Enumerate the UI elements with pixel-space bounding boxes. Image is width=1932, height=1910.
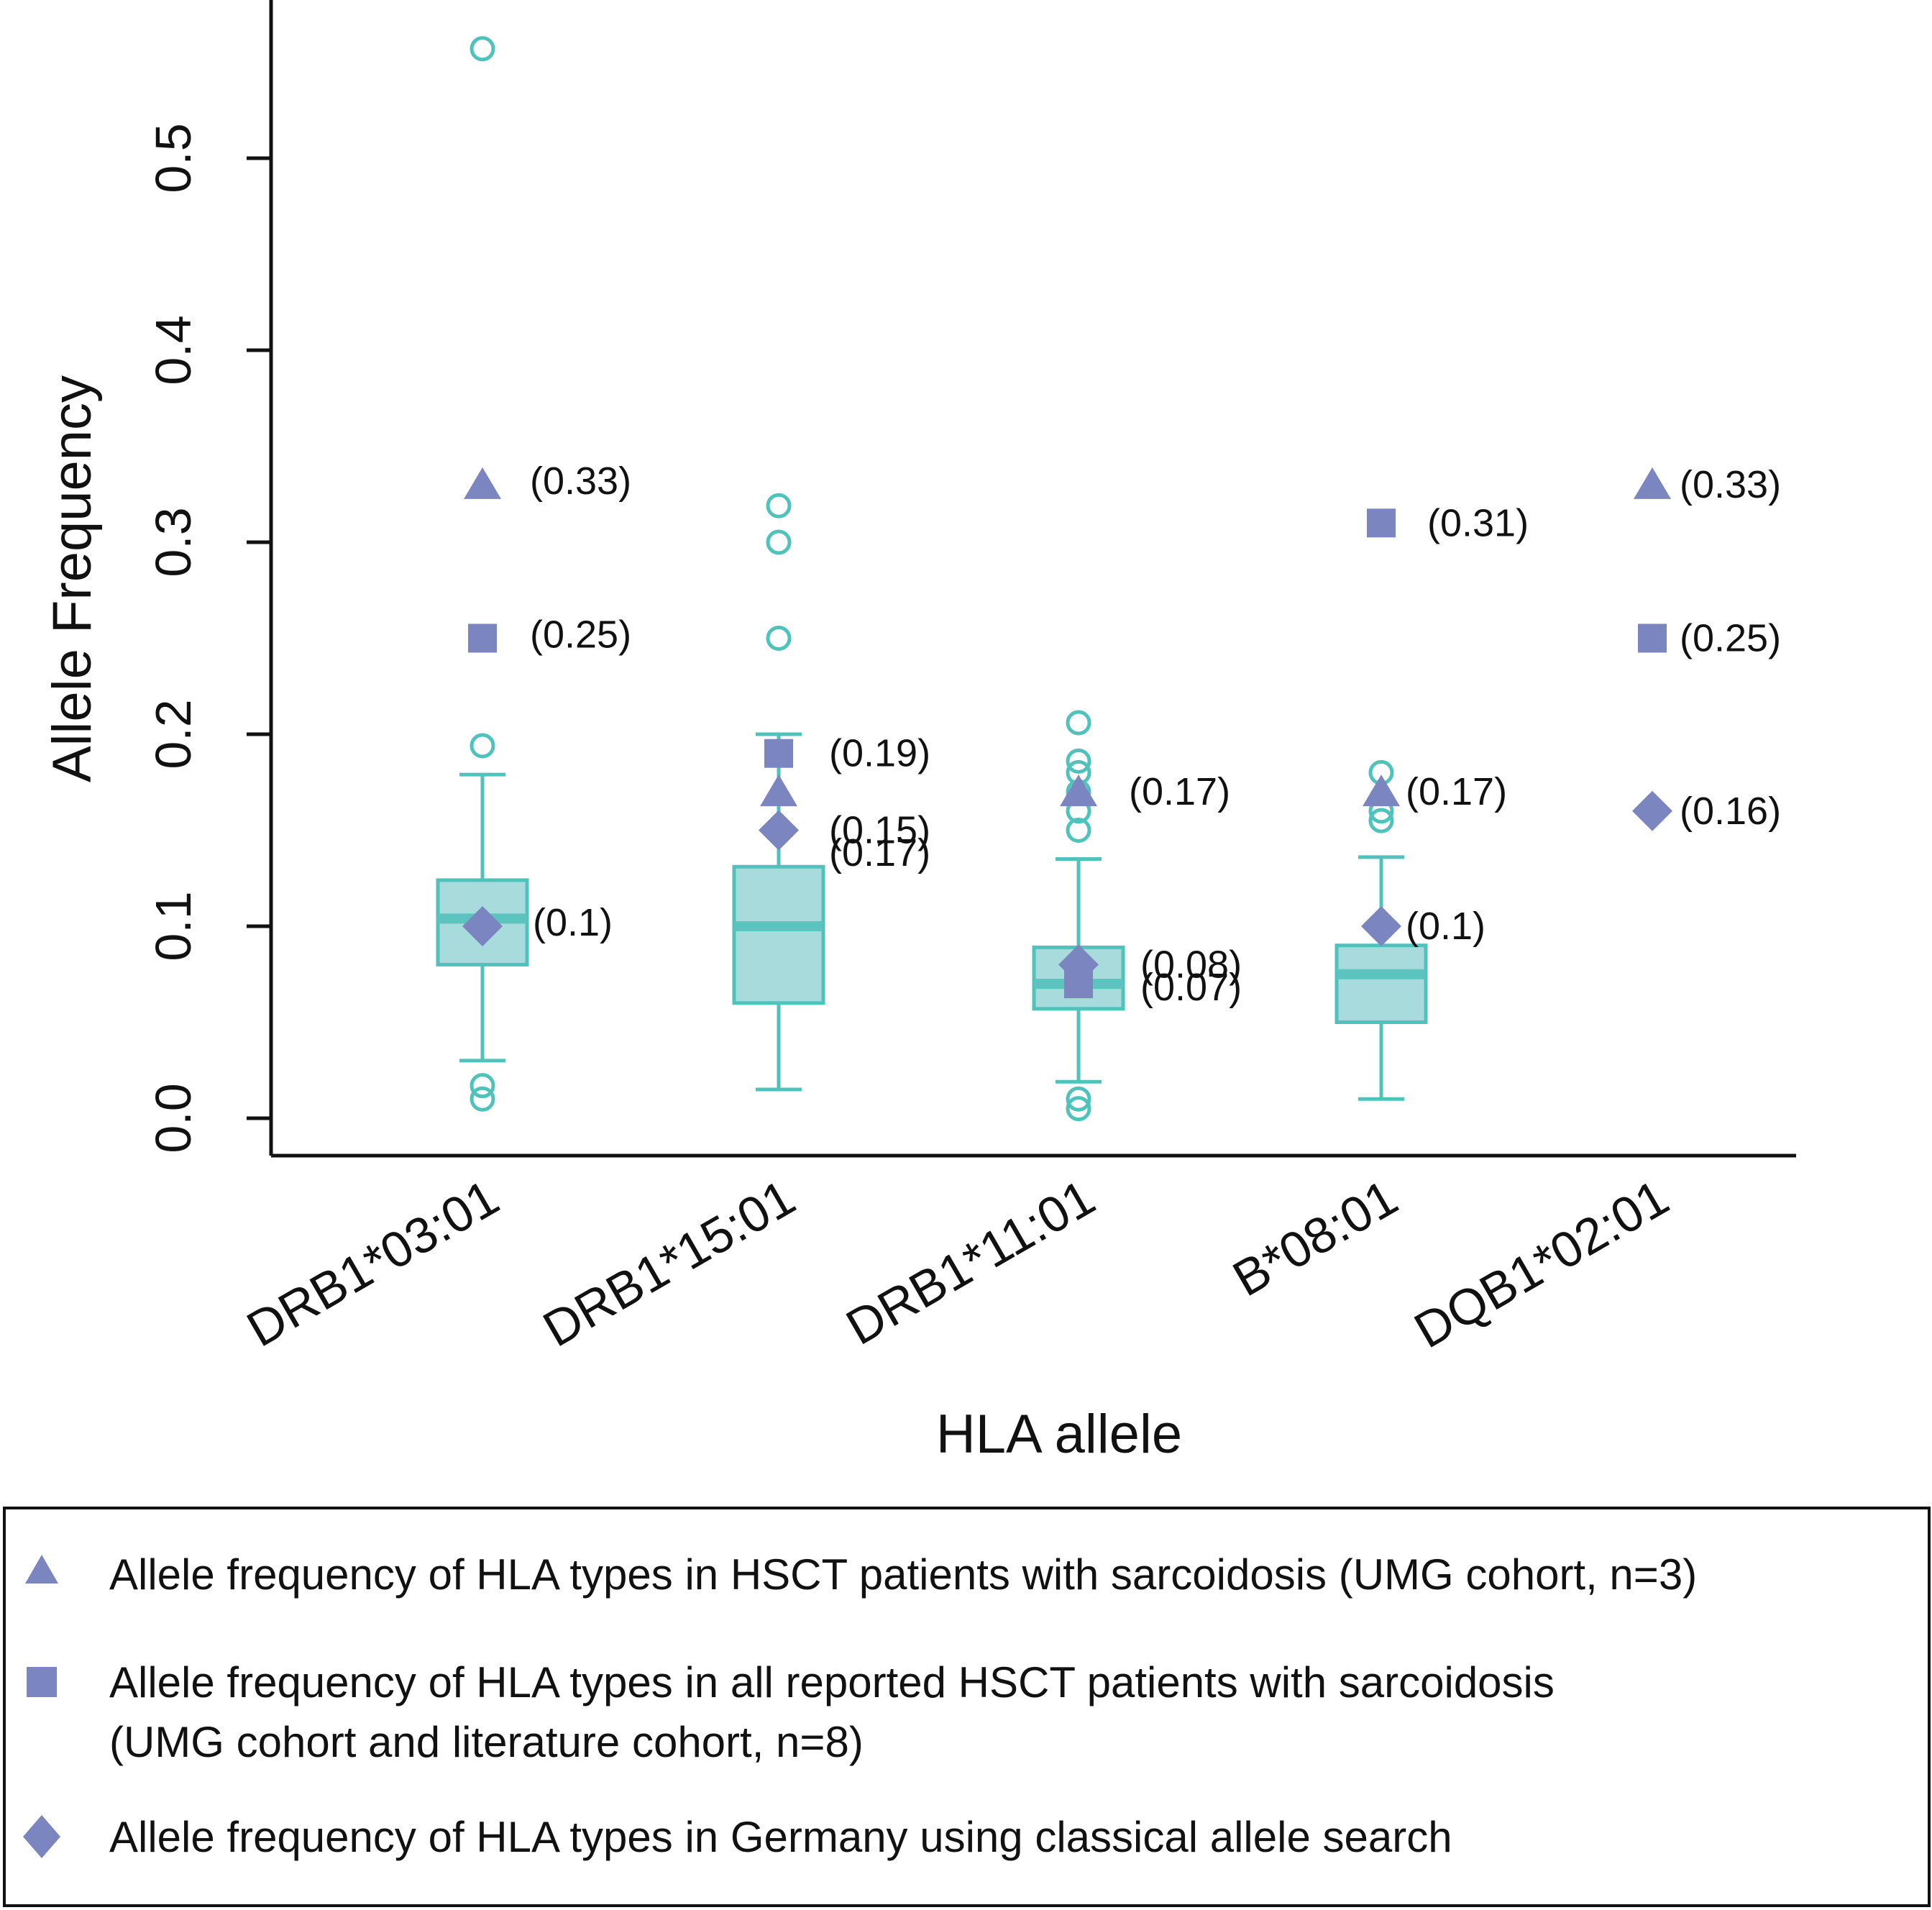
diamond-marker bbox=[1632, 790, 1672, 831]
legend-entry-2-line-2: (UMG cohort and literature cohort, n=8) bbox=[109, 1718, 864, 1766]
point-value-label: (0.33) bbox=[1680, 463, 1781, 506]
y-tick-label: 0.0 bbox=[145, 1083, 201, 1153]
y-tick-label: 0.4 bbox=[145, 315, 201, 385]
series-markers bbox=[462, 467, 1672, 999]
legend: Allele frequency of HLA types in HSCT pa… bbox=[3, 1507, 1931, 1907]
outlier-point bbox=[470, 36, 495, 62]
square-marker bbox=[764, 739, 793, 768]
y-tick-label: 0.3 bbox=[145, 507, 201, 577]
legend-entry-1: Allele frequency of HLA types in HSCT pa… bbox=[109, 1550, 1697, 1599]
y-tick-label: 0.5 bbox=[145, 123, 201, 193]
legend-entry-3: Allele frequency of HLA types in Germany… bbox=[109, 1813, 1452, 1861]
triangle-marker bbox=[760, 774, 797, 807]
point-value-label: (0.17) bbox=[829, 831, 930, 874]
outlier-point bbox=[470, 733, 495, 759]
diamond-marker bbox=[759, 810, 799, 851]
legend-diamond-icon bbox=[23, 1815, 60, 1858]
y-tick-label: 0.2 bbox=[145, 699, 201, 769]
point-labels: (0.33) (0.17) (0.17) (0.17) (0.33) (0.25) (0.1… bbox=[530, 460, 1781, 1009]
outlier-point bbox=[1066, 1086, 1091, 1112]
square-marker bbox=[468, 623, 497, 653]
outlier-point bbox=[1066, 1096, 1091, 1122]
triangle-marker bbox=[464, 467, 501, 499]
legend-box bbox=[3, 1507, 1931, 1907]
legend-entry-2-line-1: Allele frequency of HLA types in all rep… bbox=[109, 1658, 1555, 1706]
point-value-label: (0.1) bbox=[533, 901, 613, 944]
axes: 0.0 0.1 0.2 0.3 0.4 0.5 DRB1*03:01 DRB1*15:01 DR… bbox=[145, 0, 1796, 1359]
point-value-label: (0.17) bbox=[1406, 770, 1507, 813]
point-value-label: (0.25) bbox=[530, 613, 631, 657]
outlier-point bbox=[766, 626, 792, 651]
diamond-marker bbox=[1058, 944, 1099, 985]
y-axis-title: Allele Frequency bbox=[42, 375, 103, 782]
point-value-label: (0.08) bbox=[1140, 943, 1242, 986]
y-tick-label: 0.1 bbox=[145, 891, 201, 961]
triangle-marker bbox=[1363, 774, 1400, 807]
outlier-point bbox=[1368, 808, 1394, 833]
x-tick-label: DQB1*02:01 bbox=[1405, 1169, 1677, 1358]
legend-triangle-icon bbox=[25, 1555, 58, 1584]
box-iqr bbox=[1334, 943, 1428, 1024]
x-tick-label: DRB1*15:01 bbox=[534, 1169, 804, 1357]
outlier-point bbox=[470, 1073, 495, 1099]
outlier-point bbox=[766, 529, 792, 555]
outlier-point bbox=[1066, 710, 1091, 736]
box-iqr bbox=[732, 864, 825, 1005]
outlier-point bbox=[470, 1086, 495, 1112]
point-value-label: (0.31) bbox=[1427, 501, 1529, 544]
point-value-label: (0.07) bbox=[1140, 966, 1242, 1009]
point-value-label: (0.17) bbox=[1129, 770, 1230, 813]
x-tick-label: DRB1*11:01 bbox=[837, 1169, 1104, 1356]
point-value-label: (0.19) bbox=[829, 732, 930, 775]
diamond-marker bbox=[462, 906, 503, 946]
x-tick-label: B*08:01 bbox=[1224, 1169, 1407, 1307]
point-value-label: (0.33) bbox=[530, 460, 631, 503]
outlier-point bbox=[1066, 748, 1091, 774]
x-tick-label: DRB1*03:01 bbox=[237, 1169, 508, 1357]
outlier-point bbox=[766, 493, 792, 518]
outlier-point bbox=[1066, 818, 1091, 843]
square-marker bbox=[1367, 508, 1396, 538]
point-value-label: (0.25) bbox=[1680, 617, 1781, 660]
point-value-label: (0.1) bbox=[1406, 905, 1485, 948]
triangle-marker bbox=[1634, 467, 1671, 499]
diamond-marker bbox=[1361, 906, 1401, 946]
legend-square-icon bbox=[27, 1667, 57, 1697]
point-value-label: (0.16) bbox=[1680, 790, 1781, 833]
point-value-label: (0.15) bbox=[829, 809, 930, 852]
square-marker bbox=[1638, 623, 1667, 653]
triangle-marker bbox=[1060, 774, 1097, 807]
boxplots bbox=[436, 36, 1428, 1122]
x-axis-title: HLA allele bbox=[936, 1404, 1182, 1465]
boxplot-2 bbox=[732, 732, 825, 1092]
boxplot-4 bbox=[1334, 855, 1428, 1101]
